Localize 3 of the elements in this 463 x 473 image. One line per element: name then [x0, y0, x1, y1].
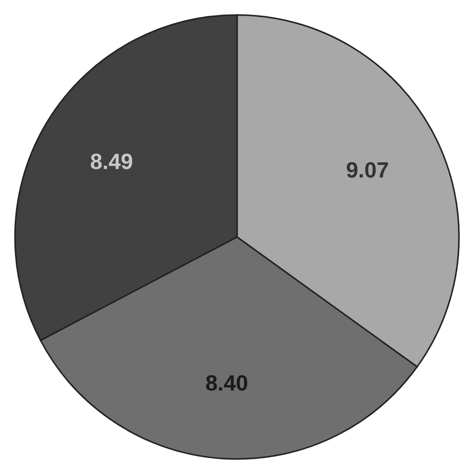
data-label: 8.49 [90, 148, 133, 174]
data-label: 9.07 [346, 158, 389, 183]
data-label: 8.40 [205, 370, 248, 396]
